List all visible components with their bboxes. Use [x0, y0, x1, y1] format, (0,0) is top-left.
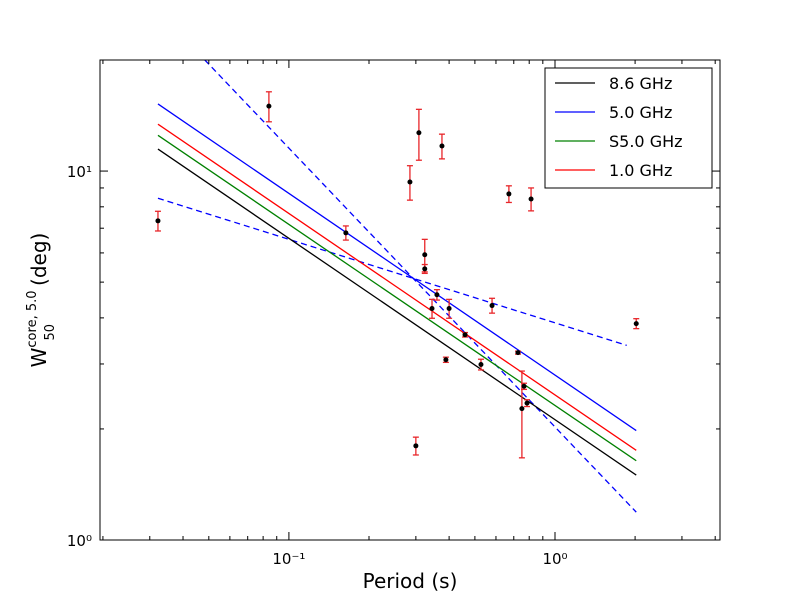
point: [416, 130, 422, 136]
fit-line: [157, 148, 637, 476]
point: [489, 303, 495, 309]
y-tick-label: 10⁰: [67, 532, 92, 550]
point: [515, 350, 521, 356]
legend-label: 1.0 GHz: [609, 161, 672, 180]
point: [155, 218, 161, 224]
fit-line: [157, 123, 637, 451]
point: [462, 332, 468, 338]
y-label-unit: (deg): [27, 233, 51, 286]
point: [506, 191, 512, 197]
legend-label: 5.0 GHz: [609, 103, 672, 122]
point: [429, 306, 435, 312]
point: [407, 179, 413, 185]
point: [443, 357, 449, 363]
legend-label: S5.0 GHz: [609, 132, 683, 151]
point: [439, 143, 445, 149]
y-axis-label: Wcore, 5.0 50 (deg): [25, 233, 58, 368]
point: [434, 292, 440, 298]
point: [478, 362, 484, 368]
dashed-line: [157, 197, 627, 346]
point: [422, 252, 428, 258]
plot-frame: [99, 59, 721, 541]
point: [528, 196, 534, 202]
y-tick-label: 10¹: [67, 163, 92, 181]
point: [343, 230, 349, 236]
dashed-line: [204, 60, 637, 513]
y-label-base: W: [27, 347, 51, 367]
fit-line: [157, 103, 637, 432]
point: [413, 443, 419, 449]
x-axis-label: Period (s): [363, 569, 458, 593]
point: [519, 406, 525, 412]
point: [524, 400, 530, 406]
point: [633, 321, 639, 327]
x-tick-label: 10⁻¹: [272, 550, 305, 568]
point: [446, 306, 452, 312]
legend-box: [544, 67, 713, 189]
plot-area: [154, 60, 640, 513]
x-tick-label: 10⁰: [542, 550, 567, 568]
point: [422, 266, 428, 272]
point: [521, 383, 527, 389]
legend-label: 8.6 GHz: [609, 74, 672, 93]
y-label-sup: core, 5.0: [25, 290, 40, 347]
fit-line: [157, 134, 637, 462]
y-label-sub: 50: [43, 324, 58, 341]
point: [266, 103, 272, 109]
